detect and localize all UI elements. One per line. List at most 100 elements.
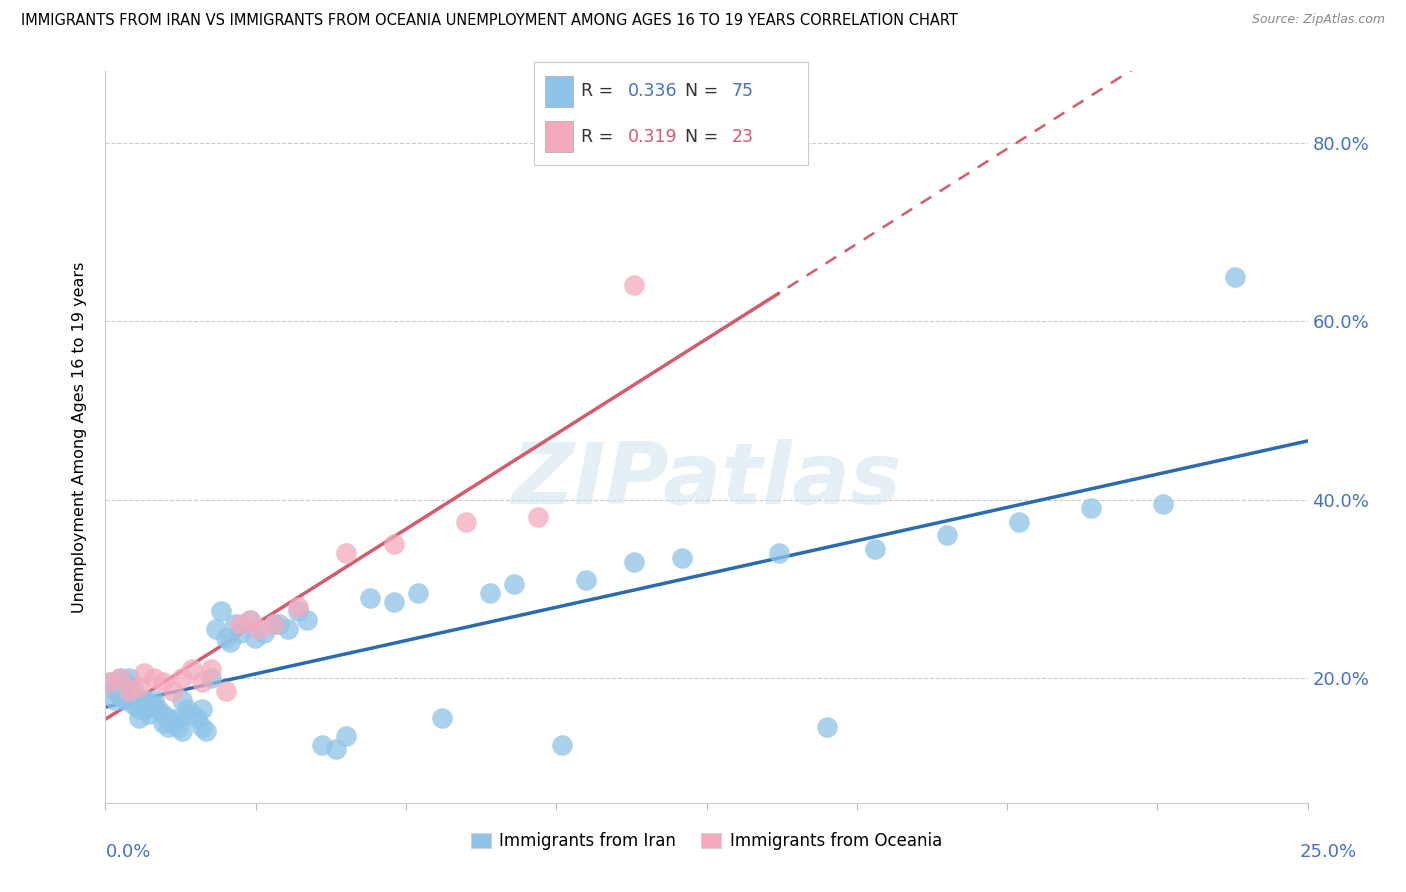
Point	[382, 537, 405, 551]
Point	[815, 720, 838, 734]
Point	[98, 675, 121, 690]
Point	[623, 555, 645, 569]
Point	[138, 698, 160, 712]
Bar	[546, 76, 572, 106]
Point	[108, 689, 131, 703]
Text: 0.336: 0.336	[627, 82, 678, 100]
Point	[152, 706, 174, 721]
Text: ZIPatlas: ZIPatlas	[512, 440, 901, 523]
Point	[118, 684, 141, 698]
Point	[277, 622, 299, 636]
Point	[124, 698, 146, 712]
Point	[176, 702, 198, 716]
Point	[132, 666, 155, 681]
Point	[263, 617, 285, 632]
Point	[162, 715, 184, 730]
Point	[247, 622, 270, 636]
Point	[200, 671, 222, 685]
Bar	[546, 121, 572, 152]
Point	[108, 671, 131, 685]
Point	[239, 613, 262, 627]
Point	[287, 599, 309, 614]
Point	[142, 693, 165, 707]
Point	[124, 684, 146, 698]
Point	[190, 720, 212, 734]
Point	[128, 693, 150, 707]
Point	[98, 675, 121, 690]
Point	[768, 546, 790, 560]
Point	[287, 604, 309, 618]
Point	[162, 684, 184, 698]
Point	[297, 613, 319, 627]
Text: N =: N =	[685, 128, 724, 146]
Point	[214, 631, 236, 645]
Point	[311, 738, 333, 752]
Text: 0.0%: 0.0%	[105, 843, 150, 861]
Point	[108, 680, 131, 694]
Point	[209, 604, 232, 618]
Point	[148, 702, 170, 716]
Point	[936, 528, 959, 542]
Point	[128, 680, 150, 694]
Point	[623, 278, 645, 293]
Point	[527, 510, 550, 524]
Point	[190, 675, 212, 690]
Point	[205, 622, 228, 636]
Point	[181, 662, 204, 676]
Point	[104, 684, 127, 698]
Point	[142, 698, 165, 712]
Point	[335, 546, 357, 560]
Point	[456, 515, 478, 529]
Text: 0.319: 0.319	[627, 128, 678, 146]
Point	[172, 724, 194, 739]
Point	[152, 675, 174, 690]
Point	[138, 706, 160, 721]
Point	[156, 711, 179, 725]
Point	[142, 671, 165, 685]
Point	[359, 591, 381, 605]
Point	[863, 541, 886, 556]
Point	[186, 711, 208, 725]
Text: R =: R =	[581, 82, 619, 100]
Point	[239, 613, 262, 627]
Point	[104, 693, 127, 707]
Point	[1008, 515, 1031, 529]
Point	[118, 671, 141, 685]
Text: 75: 75	[731, 82, 754, 100]
Point	[118, 680, 141, 694]
Point	[1152, 497, 1174, 511]
Point	[166, 720, 188, 734]
Point	[114, 675, 136, 690]
Text: IMMIGRANTS FROM IRAN VS IMMIGRANTS FROM OCEANIA UNEMPLOYMENT AMONG AGES 16 TO 19: IMMIGRANTS FROM IRAN VS IMMIGRANTS FROM …	[21, 13, 957, 29]
Point	[200, 662, 222, 676]
Point	[229, 617, 252, 632]
Point	[128, 711, 150, 725]
Text: R =: R =	[581, 128, 619, 146]
Text: Source: ZipAtlas.com: Source: ZipAtlas.com	[1251, 13, 1385, 27]
Point	[1080, 501, 1102, 516]
Text: N =: N =	[685, 82, 724, 100]
Point	[172, 693, 194, 707]
Point	[551, 738, 574, 752]
Point	[335, 729, 357, 743]
Text: 25.0%: 25.0%	[1299, 843, 1357, 861]
Point	[195, 724, 218, 739]
Point	[214, 684, 236, 698]
Point	[229, 626, 252, 640]
Point	[118, 693, 141, 707]
Text: 23: 23	[731, 128, 754, 146]
Point	[132, 702, 155, 716]
Point	[114, 693, 136, 707]
Point	[406, 586, 429, 600]
Point	[166, 711, 188, 725]
Point	[671, 550, 693, 565]
Legend: Immigrants from Iran, Immigrants from Oceania: Immigrants from Iran, Immigrants from Oc…	[464, 825, 949, 856]
Point	[263, 617, 285, 632]
Point	[190, 702, 212, 716]
Point	[382, 595, 405, 609]
Point	[575, 573, 598, 587]
Point	[114, 684, 136, 698]
Point	[503, 577, 526, 591]
Point	[224, 617, 246, 632]
Point	[253, 626, 276, 640]
